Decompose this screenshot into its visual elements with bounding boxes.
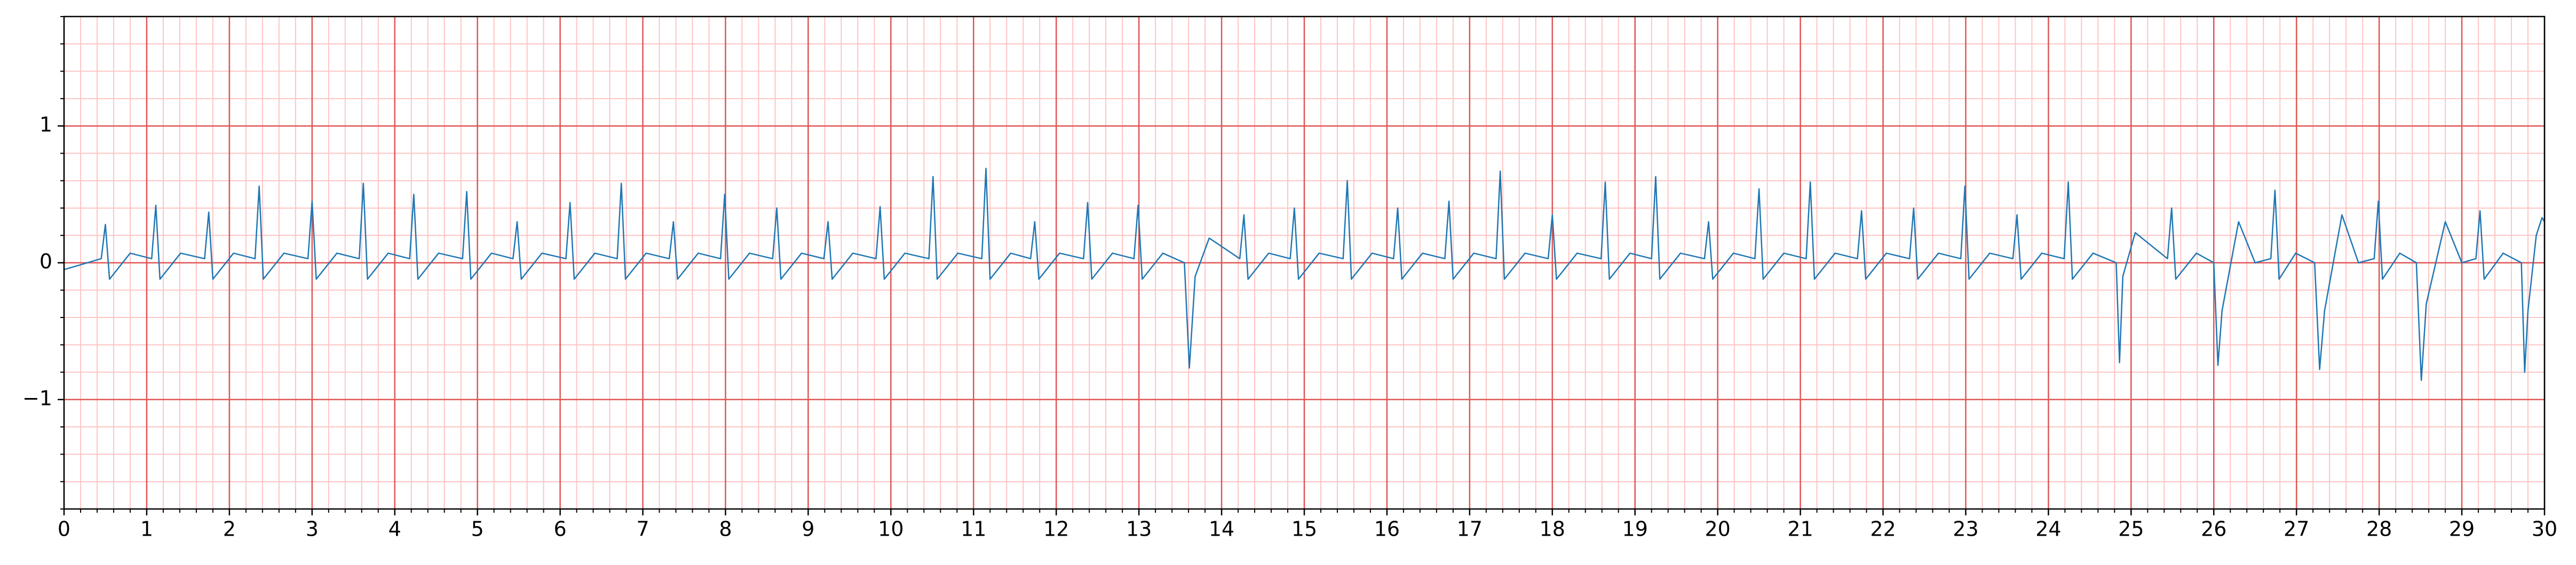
x-tick-label: 22 — [1870, 518, 1896, 541]
x-tick-label: 25 — [2118, 518, 2144, 541]
x-tick-label: 16 — [1374, 518, 1400, 541]
x-tick-label: 27 — [2284, 518, 2309, 541]
x-tick-label: 7 — [636, 518, 649, 541]
x-tick-label: 20 — [1705, 518, 1730, 541]
major-grid — [63, 17, 2546, 509]
x-tick-label: 0 — [58, 518, 70, 541]
plot-area — [64, 168, 2546, 381]
x-tick-label: 3 — [306, 518, 319, 541]
x-tick-label: 18 — [1540, 518, 1565, 541]
y-tick-label: −1 — [22, 386, 52, 410]
y-tick-label: 1 — [39, 113, 52, 137]
x-tick-label: 24 — [2035, 518, 2061, 541]
signal-line — [64, 168, 2546, 381]
x-tick-label: 1 — [140, 518, 153, 541]
x-tick-label: 10 — [878, 518, 903, 541]
x-tick-label: 14 — [1209, 518, 1234, 541]
x-tick-label: 29 — [2449, 518, 2475, 541]
x-tick-label: 5 — [471, 518, 484, 541]
x-tick-label: 17 — [1457, 518, 1483, 541]
y-tick-label: 0 — [39, 250, 52, 273]
x-tick-label: 11 — [961, 518, 986, 541]
x-tick-label: 12 — [1043, 518, 1069, 541]
x-tick-label: 21 — [1787, 518, 1813, 541]
x-tick-label: 8 — [719, 518, 732, 541]
tick-labels: 0 1 2 3 4 5 6 7 8 9 10 11 12 13 14 15 16 17 18 19 20 21 22 23 24… — [22, 16, 2557, 541]
x-tick-label: 6 — [554, 518, 567, 541]
x-tick-label: 28 — [2366, 518, 2392, 541]
x-tick-label: 19 — [1622, 518, 1648, 541]
x-tick-label: 4 — [389, 518, 401, 541]
x-tick-label: 2 — [223, 518, 236, 541]
x-tick-label: 30 — [2532, 518, 2557, 541]
x-tick-label: 26 — [2201, 518, 2226, 541]
x-tick-label: 13 — [1126, 518, 1152, 541]
x-tick-label: 15 — [1291, 518, 1317, 541]
x-tick-label: 23 — [1953, 518, 1978, 541]
x-tick-label: 9 — [802, 518, 814, 541]
